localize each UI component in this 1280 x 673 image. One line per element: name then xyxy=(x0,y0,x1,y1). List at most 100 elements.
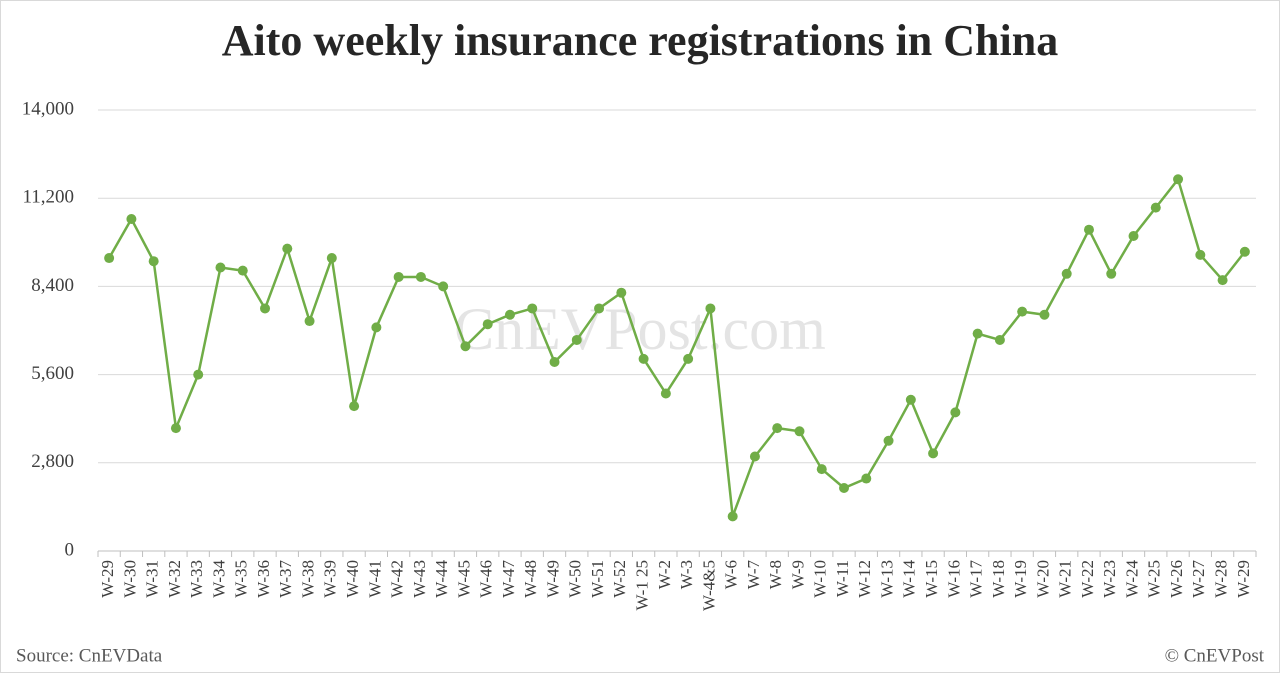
x-tick-label: W-29 xyxy=(98,560,117,598)
point xyxy=(816,464,827,475)
point xyxy=(994,334,1005,345)
x-tick-label: W-27 xyxy=(1189,560,1208,598)
point xyxy=(660,388,671,399)
point xyxy=(438,281,449,292)
x-tick-label: W-37 xyxy=(276,560,295,598)
point xyxy=(883,435,894,446)
x-tick-label: W-12 xyxy=(855,560,874,598)
x-tick-label: W-45 xyxy=(454,560,473,598)
point xyxy=(1239,246,1250,257)
x-tick-label: W-30 xyxy=(120,560,139,598)
x-tick-label: W-41 xyxy=(365,560,384,598)
point xyxy=(1083,224,1094,235)
x-tick-label: W-32 xyxy=(165,560,184,598)
x-tick-label: W-13 xyxy=(877,560,896,598)
source: Source: CnEVData xyxy=(16,645,163,666)
x-tick-label: W-20 xyxy=(1033,560,1052,598)
point xyxy=(460,341,471,352)
x-tick-label: W-24 xyxy=(1122,560,1141,598)
x-tick-label: W-26 xyxy=(1167,560,1186,598)
x-tick-label: W-21 xyxy=(1056,560,1075,598)
x-tick-label: W-47 xyxy=(499,560,518,598)
point xyxy=(1017,306,1028,317)
line xyxy=(108,176,1246,517)
point xyxy=(638,353,649,364)
x-tick-label: W-23 xyxy=(1100,560,1119,598)
point xyxy=(616,287,627,298)
point xyxy=(1173,174,1184,185)
x-tick-label: W-33 xyxy=(187,560,206,598)
point xyxy=(415,271,426,282)
x-tick-label: W-15 xyxy=(922,560,941,598)
point xyxy=(326,253,337,264)
point xyxy=(349,401,360,412)
y-tick-label: 11,200 xyxy=(22,187,74,208)
point xyxy=(972,328,983,339)
x-tick-label: W-11 xyxy=(833,560,852,597)
x-tick-label: W-31 xyxy=(143,560,162,598)
point xyxy=(371,322,382,333)
point xyxy=(683,353,694,364)
point xyxy=(772,423,783,434)
x-tick-label: W-35 xyxy=(232,560,251,598)
x-tick-label: W-17 xyxy=(967,560,986,598)
x-tick-label: W-50 xyxy=(566,560,585,598)
x-tick-label: W-44 xyxy=(432,560,451,598)
point xyxy=(571,334,582,345)
y-tick-label: 8,400 xyxy=(31,275,74,296)
point xyxy=(1150,202,1161,213)
x-tick-label: W-1 25 xyxy=(633,560,652,611)
x-tick-label: W-22 xyxy=(1078,560,1097,598)
x-tick-label: W-6 xyxy=(722,560,741,589)
x-tick-label: W-36 xyxy=(254,560,273,598)
point xyxy=(104,253,115,264)
point xyxy=(126,213,137,224)
x-tick-label: W-25 xyxy=(1145,560,1164,598)
x-tick-label: W-48 xyxy=(521,560,540,598)
x-tick-label: W-10 xyxy=(811,560,830,598)
x-tick-label: W-7 xyxy=(744,560,763,590)
point xyxy=(950,407,961,418)
x-tick-label: W-3 xyxy=(677,560,696,589)
y-tick-label: 2,800 xyxy=(31,451,74,472)
x-tick-label: W-14 xyxy=(900,560,919,598)
credit: © CnEVPost xyxy=(1165,645,1265,666)
x-tick-label: W-34 xyxy=(209,560,228,598)
x-tick-label: W-4&5 xyxy=(699,560,718,611)
x-tick-label: W-8 xyxy=(766,560,785,589)
point xyxy=(260,303,271,314)
point xyxy=(215,262,226,273)
chart-title: Aito weekly insurance registrations in C… xyxy=(222,16,1058,65)
y-tick-label: 5,600 xyxy=(31,363,74,384)
x-tick-label: W-28 xyxy=(1212,560,1231,598)
point xyxy=(304,316,315,327)
point xyxy=(794,426,805,437)
x-tick-label: W-18 xyxy=(989,560,1008,598)
point xyxy=(282,243,293,254)
x-tick-label: W-43 xyxy=(410,560,429,598)
point xyxy=(1061,268,1072,279)
point xyxy=(193,369,204,380)
x-tick-label: W-19 xyxy=(1011,560,1030,598)
point xyxy=(749,451,760,462)
x-tick-label: W-46 xyxy=(477,560,496,598)
x-tick-label: W-51 xyxy=(588,560,607,598)
point xyxy=(1128,231,1139,241)
point xyxy=(482,319,493,330)
point xyxy=(527,303,538,314)
point xyxy=(727,511,738,522)
point xyxy=(393,271,404,282)
x-tick-label: W-9 xyxy=(788,560,807,589)
x-tick-label: W-49 xyxy=(543,560,562,598)
x-tick-label: W-16 xyxy=(944,560,963,598)
y-tick-label: 14,000 xyxy=(22,98,74,119)
y-tick-label: 0 xyxy=(65,539,75,560)
point xyxy=(1195,249,1206,260)
point xyxy=(1217,275,1228,286)
point xyxy=(905,394,916,405)
point xyxy=(1106,268,1117,279)
point xyxy=(928,448,939,459)
point xyxy=(705,303,716,314)
x-tick-label: W-2 xyxy=(655,560,674,589)
